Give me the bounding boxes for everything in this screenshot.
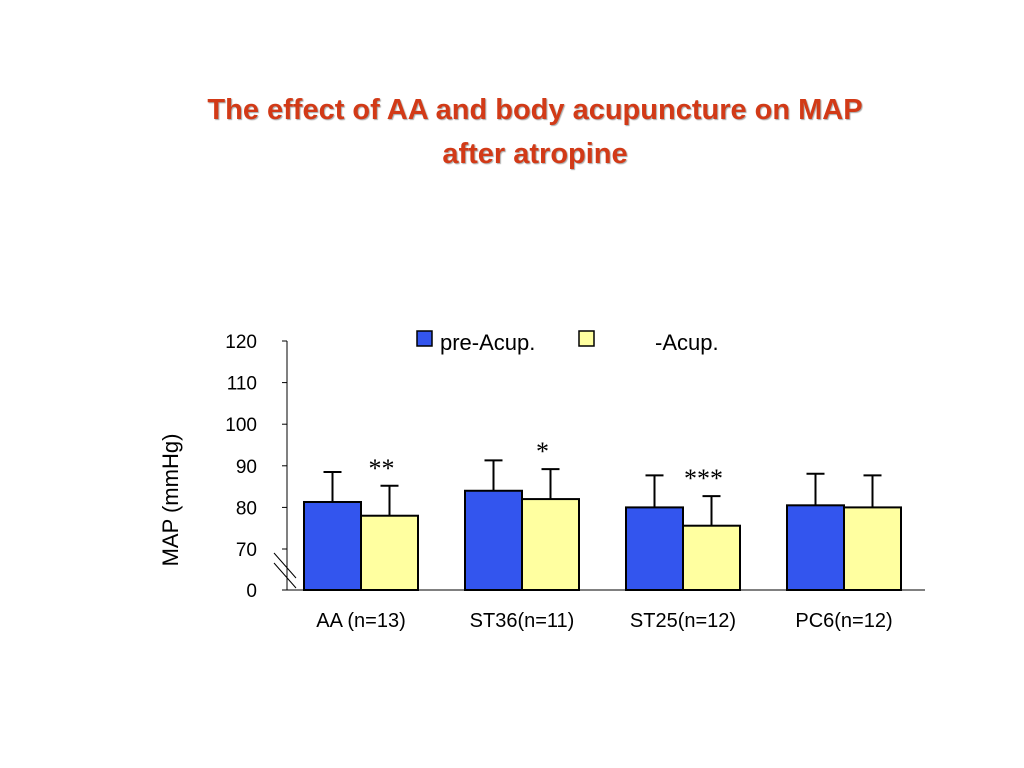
- category-label: PC6(n=12): [795, 610, 892, 632]
- bar: [360, 514, 419, 591]
- bar: [464, 489, 523, 592]
- title-line-2: after atropine: [442, 138, 628, 170]
- bar: [843, 506, 902, 591]
- axis-break-mark: [273, 562, 297, 589]
- bar: [625, 506, 684, 591]
- bar: [303, 500, 362, 592]
- y-tick-label: 90: [236, 457, 257, 478]
- category-label: ST25(n=12): [630, 610, 736, 632]
- legend-label-pre: pre-Acup.: [440, 330, 535, 355]
- legend-swatch-post: [578, 330, 595, 347]
- significance-marker: ***: [684, 464, 723, 493]
- bar: [682, 524, 741, 591]
- y-tick-label: 80: [236, 498, 257, 519]
- y-tick-label: 100: [225, 415, 257, 436]
- y-axis-title: MAP (mmHg): [158, 434, 183, 567]
- legend-swatch-pre: [416, 330, 433, 347]
- y-tick-label: 120: [225, 332, 257, 353]
- y-tick-label: 70: [236, 540, 257, 561]
- bar: [786, 504, 845, 592]
- category-label: AA (n=13): [316, 610, 406, 632]
- slide-title: The effect of AA and body acupuncture on…: [100, 88, 970, 176]
- title-line-1: The effect of AA and body acupuncture on…: [207, 94, 863, 126]
- y-tick-label: 110: [227, 374, 257, 395]
- significance-marker: **: [369, 454, 395, 483]
- y-tick-label: 0: [246, 581, 257, 602]
- bar: [521, 498, 580, 591]
- category-label: ST36(n=11): [470, 610, 575, 632]
- axis-break-mark: [273, 552, 297, 579]
- legend-label-post: -Acup.: [655, 330, 719, 355]
- significance-marker: *: [536, 437, 549, 466]
